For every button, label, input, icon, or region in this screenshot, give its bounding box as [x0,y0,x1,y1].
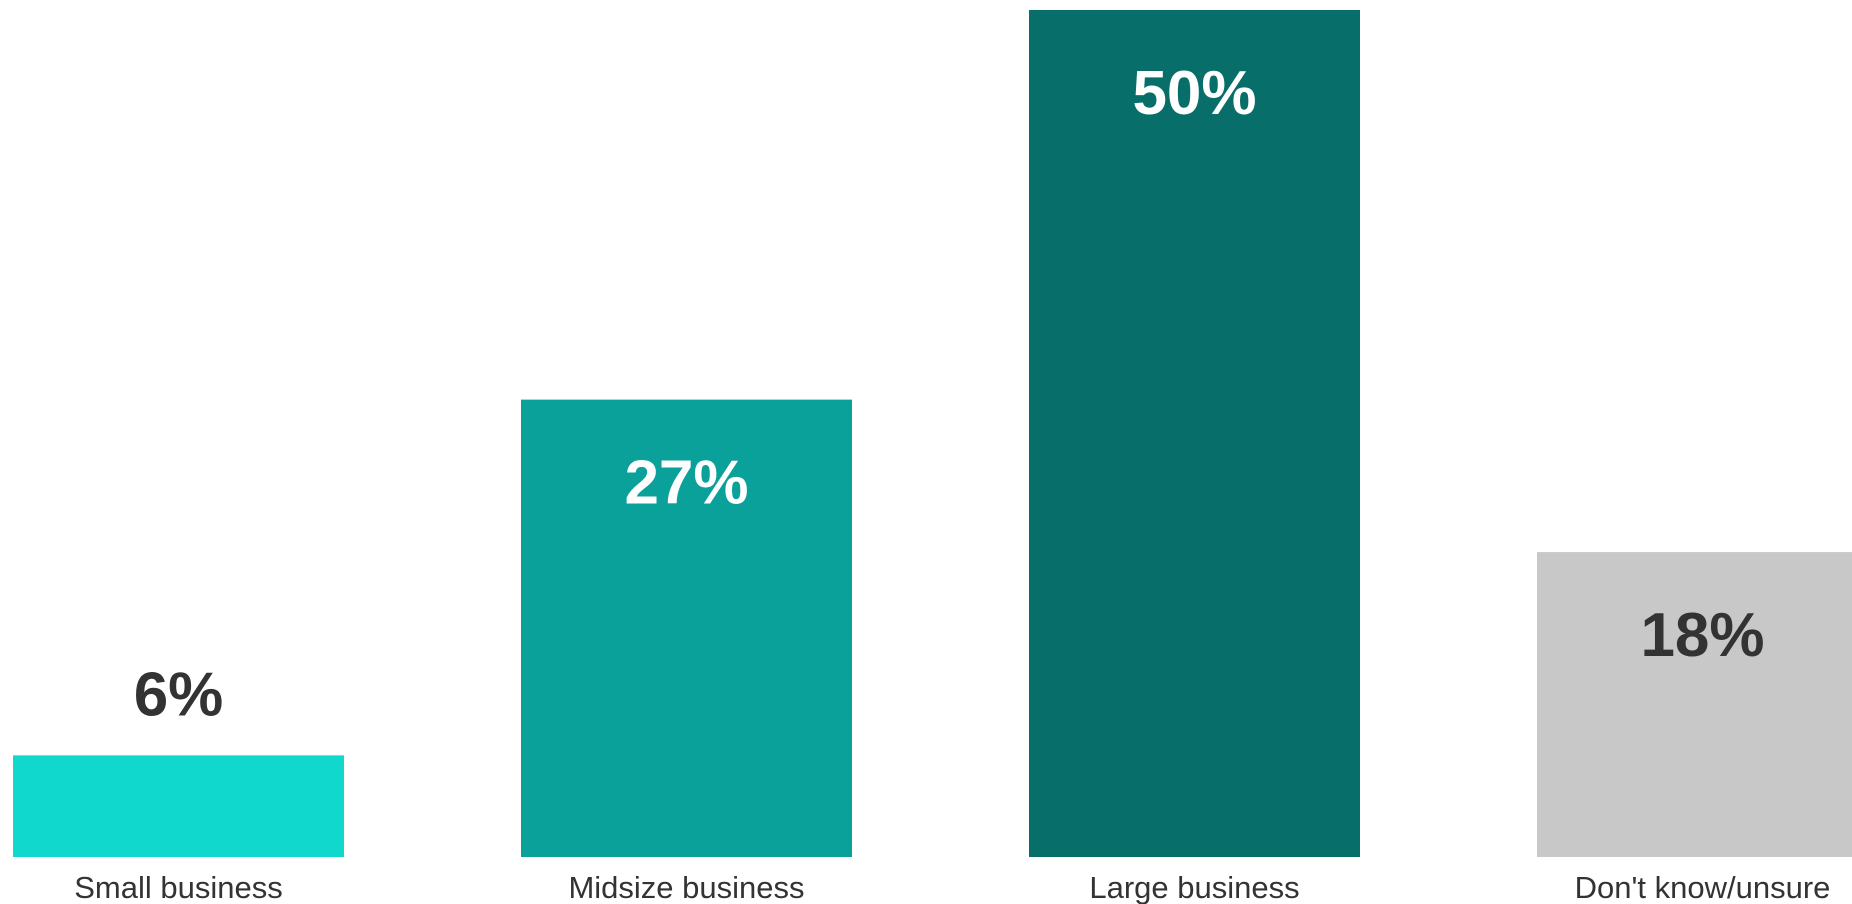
category-label-2: Large business [1089,870,1299,904]
value-label-3: 18% [1640,601,1764,670]
value-label-1: 27% [624,449,748,518]
bars-group [13,10,1852,857]
bar-1 [521,399,852,857]
category-label-1: Midsize business [568,870,804,904]
value-label-0: 6% [134,660,224,729]
category-label-3: Don't know/unsure [1575,870,1831,904]
category-label-0: Small business [74,870,282,904]
bar-0 [13,755,344,857]
value-label-2: 50% [1132,59,1256,128]
bar-3 [1537,552,1852,857]
bar-2 [1029,10,1360,857]
category-labels-group: Small business Midsize business Large busi… [74,870,1830,904]
value-labels-group: 6% 27% 50% 18% [134,59,1765,729]
